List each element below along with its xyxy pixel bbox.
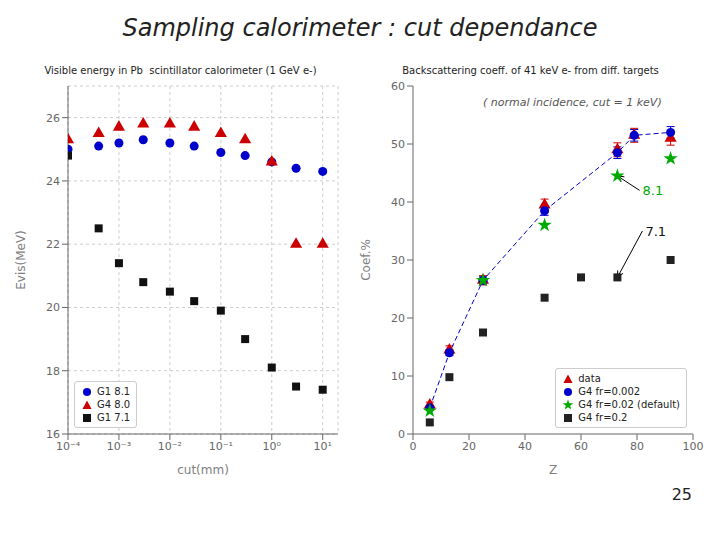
svg-text:10⁻¹: 10⁻¹ <box>209 440 233 453</box>
svg-text:40: 40 <box>391 196 405 209</box>
svg-text:50: 50 <box>391 138 405 151</box>
html-text:G4 8.0: G4 8.0 <box>97 399 131 410</box>
svg-text:8.1: 8.1 <box>643 183 664 198</box>
svg-text:10⁰: 10⁰ <box>263 440 282 453</box>
svg-text:10⁻²: 10⁻² <box>158 440 182 453</box>
svg-text:0: 0 <box>410 440 417 453</box>
svg-text:Evis(MeV): Evis(MeV) <box>14 230 28 290</box>
svg-text:60: 60 <box>574 440 588 453</box>
html-text:( normal incidence, cut = 1 ke: ( normal incidence, cut = 1 keV) <box>483 96 662 110</box>
svg-text:26: 26 <box>46 112 60 125</box>
html-text:Sampling calorimeter : cut dep: Sampling calorimeter : cut dependance <box>122 14 598 42</box>
html-text:G4 fr=0.2: G4 fr=0.2 <box>578 412 628 423</box>
svg-text:0: 0 <box>398 428 405 441</box>
svg-text:10¹: 10¹ <box>314 440 332 453</box>
svg-text:Z: Z <box>549 463 557 477</box>
html-text:25: 25 <box>671 485 692 504</box>
svg-text:40: 40 <box>518 440 532 453</box>
svg-text:7.1: 7.1 <box>645 224 666 239</box>
html-text:Backscattering coeff. of 41 ke: Backscattering coeff. of 41 keV e- from … <box>402 65 659 76</box>
svg-text:10: 10 <box>391 370 405 383</box>
svg-text:30: 30 <box>391 254 405 267</box>
svg-text:cut(mm): cut(mm) <box>177 463 229 477</box>
svg-text:Coef.%: Coef.% <box>359 239 373 281</box>
svg-text:10⁻³: 10⁻³ <box>107 440 131 453</box>
html-text:G1 7.1: G1 7.1 <box>97 412 131 423</box>
svg-text:20: 20 <box>391 312 405 325</box>
html-text:G4 fr=0.002: G4 fr=0.002 <box>578 386 641 397</box>
svg-text:20: 20 <box>462 440 476 453</box>
svg-text:10⁻⁴: 10⁻⁴ <box>56 440 81 453</box>
svg-text:100: 100 <box>683 440 704 453</box>
svg-text:60: 60 <box>391 80 405 93</box>
html-text:Visible energy in Pb scintilla: Visible energy in Pb scintillator calori… <box>44 65 317 76</box>
html-text:data: data <box>578 373 601 384</box>
svg-text:16: 16 <box>46 428 60 441</box>
svg-text:22: 22 <box>46 238 60 251</box>
svg-text:24: 24 <box>46 175 60 188</box>
svg-text:20: 20 <box>46 301 60 314</box>
svg-text:80: 80 <box>630 440 644 453</box>
html-text:G4 fr=0.02 (default): G4 fr=0.02 (default) <box>578 399 680 410</box>
svg-text:18: 18 <box>46 365 60 378</box>
html-text:G1 8.1: G1 8.1 <box>97 386 131 397</box>
